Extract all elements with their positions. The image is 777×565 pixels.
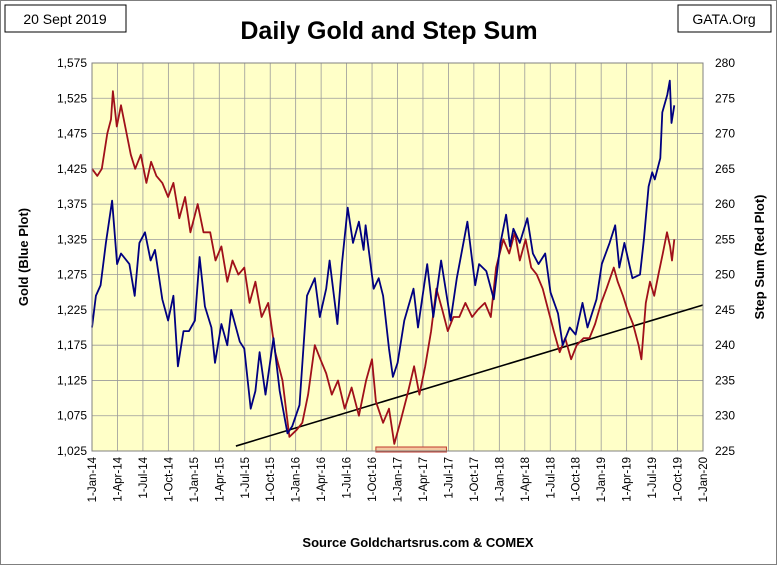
x-tick-label: 1-Oct-18 <box>571 457 583 502</box>
trend-line <box>235 304 704 447</box>
y-right-tick-labels: 225 230 235 240 245 250 255 260 265 270 275 280 <box>715 56 735 458</box>
step-sum-line <box>91 90 676 445</box>
plot-border <box>91 62 704 452</box>
x-tick-label: 1-Jan-19 <box>596 457 608 502</box>
y-left-tick-label: 1,425 <box>57 162 87 176</box>
date-label: 20 Sept 2019 <box>23 11 107 27</box>
y-left-tick-label: 1,075 <box>57 409 87 423</box>
x-tick-label: 1-Oct-17 <box>469 457 481 502</box>
x-tick-label: 1-Apr-19 <box>622 457 634 502</box>
date-box <box>4 4 127 33</box>
highlight-range <box>375 446 447 453</box>
chart-title: Daily Gold and Step Sum <box>240 17 537 45</box>
y-right-tick-label: 245 <box>715 303 735 317</box>
y-left-tick-label: 1,475 <box>57 127 87 141</box>
y-left-axis-label: Gold (Blue Plot) <box>16 208 31 306</box>
x-tick-label: 1-Jul-17 <box>443 457 455 499</box>
x-tick-label: 1-Jan-17 <box>393 457 405 502</box>
gold-price-line <box>91 79 676 435</box>
series-lines <box>91 79 676 445</box>
y-right-tick-label: 235 <box>715 373 735 387</box>
y-left-tick-label: 1,325 <box>57 232 87 246</box>
x-tick-label: 1-Apr-14 <box>112 456 124 501</box>
y-right-tick-label: 225 <box>715 444 735 458</box>
y-right-tick-label: 270 <box>715 127 735 141</box>
x-tick-label: 1-Jul-16 <box>342 457 354 499</box>
y-right-tick-label: 275 <box>715 91 735 105</box>
x-tick-label: 1-Jul-15 <box>240 457 252 499</box>
y-left-tick-label: 1,025 <box>57 444 87 458</box>
x-tick-label: 1-Apr-16 <box>316 457 328 502</box>
highlight-marker <box>375 446 447 453</box>
y-left-tick-labels: 1,025 1,075 1,125 1,175 1,225 1,275 1,325 1,375… <box>57 56 87 458</box>
y-left-tick-label: 1,525 <box>57 91 87 105</box>
x-tick-label: 1-Jan-15 <box>189 457 201 502</box>
x-tick-label: 1-Jul-19 <box>647 457 659 499</box>
y-right-tick-label: 255 <box>715 232 735 246</box>
y-left-tick-label: 1,175 <box>57 338 87 352</box>
trend-line-group <box>235 304 704 447</box>
y-right-tick-label: 260 <box>715 197 735 211</box>
x-tick-label: 1-Jan-18 <box>494 457 506 502</box>
x-tick-label: 1-Jan-14 <box>87 456 99 502</box>
y-left-tick-label: 1,375 <box>57 197 87 211</box>
y-left-tick-label: 1,125 <box>57 373 87 387</box>
x-tick-label: 1-Oct-15 <box>265 457 277 502</box>
x-tick-label: 1-Jul-18 <box>545 457 557 499</box>
y-right-tick-label: 280 <box>715 56 735 70</box>
x-tick-label: 1-Apr-15 <box>214 457 226 502</box>
x-tick-label: 1-Apr-18 <box>520 457 532 502</box>
x-tick-labels: 1-Jan-14 1-Apr-14 1-Jul-14 1-Oct-14 1-Jan-15… <box>87 456 710 502</box>
y-left-tick-label: 1,575 <box>57 56 87 70</box>
y-right-tick-label: 230 <box>715 409 735 423</box>
y-right-tick-label: 250 <box>715 268 735 282</box>
site-box <box>677 4 772 33</box>
site-label: GATA.Org <box>692 11 755 27</box>
x-tick-label: 1-Jul-14 <box>138 456 150 498</box>
y-right-tick-label: 265 <box>715 162 735 176</box>
x-tick-label: 1-Oct-14 <box>163 456 175 501</box>
source-label: Source Goldchartsrus.com & COMEX <box>302 535 533 550</box>
y-left-tick-label: 1,275 <box>57 268 87 282</box>
y-right-axis-label: Step Sum (Red Plot) <box>752 195 767 320</box>
x-tick-label: 1-Jan-16 <box>291 457 303 502</box>
x-tick-label: 1-Apr-17 <box>418 457 430 502</box>
y-right-tick-label: 240 <box>715 338 735 352</box>
y-left-tick-label: 1,225 <box>57 303 87 317</box>
x-tick-label: 1-Oct-16 <box>367 457 379 502</box>
x-tick-label: 1-Oct-19 <box>673 457 685 502</box>
x-tick-label: 1-Jan-20 <box>698 457 710 502</box>
